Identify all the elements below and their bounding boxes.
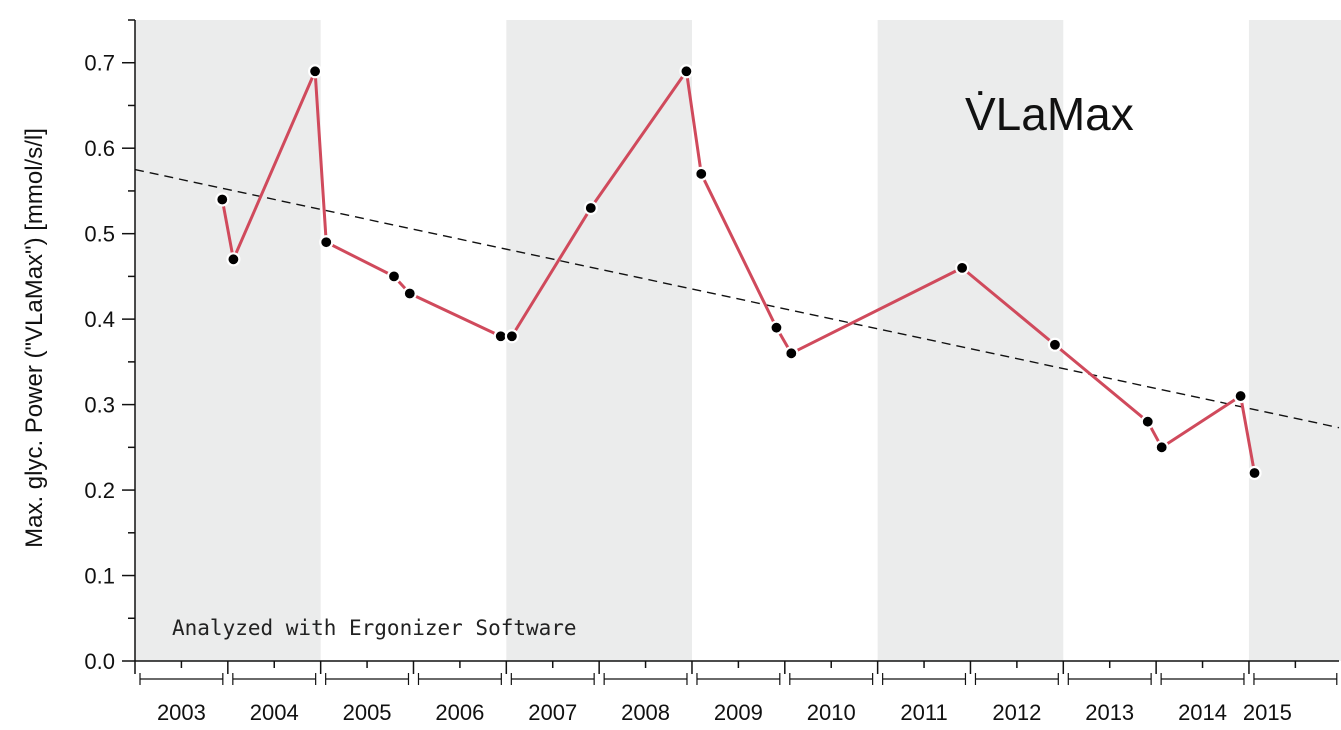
data-point [679,64,694,79]
x-tick-label: 2012 [992,700,1041,725]
x-tick-label: 2011 [900,700,947,725]
data-point [1047,337,1063,352]
x-tick-label: 2003 [157,700,206,725]
y-tick-label: 0.4 [84,307,115,332]
year-band [1248,20,1341,661]
x-tick-label: 2009 [714,700,763,725]
year-bands [135,20,1341,661]
data-point [694,166,709,181]
chart-title: V̇LaMax [965,88,1134,140]
year-band [877,20,1064,661]
data-point [1154,440,1169,455]
y-tick-label: 0.1 [84,564,115,589]
data-series [215,64,1262,481]
data-point [583,200,598,216]
software-annotation: Analyzed with Ergonizer Software [172,616,577,640]
data-point [955,260,970,275]
year-band [506,20,692,661]
data-point [215,192,230,207]
x-axis: 2003 2004 2005 2006 2007 2008 2009 2010 2011 2012… [134,660,1339,725]
trend-line [134,168,1340,429]
data-point [1233,388,1248,404]
data-point [504,329,519,344]
data-point [1247,465,1262,481]
y-tick-label: 0.7 [84,51,115,76]
y-tick-label: 0.6 [84,136,115,161]
x-tick-label: 2015 [1243,700,1292,725]
data-point [386,269,402,284]
y-tick-label: 0.5 [84,222,115,247]
x-tick-label: 2007 [528,700,577,725]
x-tick-label: 2005 [343,700,392,725]
trend-line-path [134,168,1340,429]
year-band [135,20,321,661]
x-tick-label: 2008 [621,700,670,725]
data-point [784,346,799,361]
y-tick-label: 0.2 [84,478,115,503]
data-point [1140,414,1155,429]
data-point [769,320,784,335]
data-point [226,252,241,267]
x-tick-label: 2004 [250,700,299,725]
data-point [319,235,334,250]
y-tick-label: 0.0 [84,649,115,674]
data-point [307,64,323,79]
x-tick-label: 2013 [1085,700,1134,725]
y-axis: 0.0 0.1 0.2 0.3 0.4 0.5 0.6 0.7 [84,19,136,674]
x-tick-label: 2010 [807,700,856,725]
x-tick-label: 2014 [1178,700,1227,725]
y-axis-label: Max. glyc. Power ("VLaMax") [mmol/s/l] [21,128,48,548]
y-tick-label: 0.3 [84,393,115,418]
x-tick-label: 2006 [435,700,484,725]
data-point [402,286,417,301]
